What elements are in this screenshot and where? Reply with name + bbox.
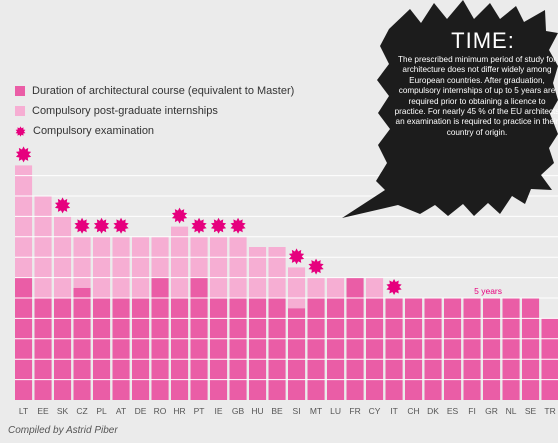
x-tick-label-IT: IT	[390, 406, 398, 416]
bar-internship-CZ	[73, 236, 91, 288]
bar-course-HU	[249, 298, 267, 400]
speech-bubble	[342, 0, 558, 218]
bar-internship-AT	[112, 236, 130, 298]
bar-course-EE	[34, 298, 52, 400]
bubble-title: TIME:	[451, 28, 515, 53]
x-tick-label-FR: FR	[349, 406, 360, 416]
x-tick-label-MT: MT	[310, 406, 322, 416]
bar-internship-EE	[34, 196, 52, 298]
bar-course-FI	[463, 298, 481, 400]
bar-course-GR	[483, 298, 501, 400]
x-tick-label-IE: IE	[215, 406, 223, 416]
bar-internship-LU	[327, 277, 345, 298]
x-tick-label-SK: SK	[57, 406, 69, 416]
x-tick-label-LT: LT	[19, 406, 28, 416]
x-tick-label-SE: SE	[525, 406, 537, 416]
x-tick-label-LU: LU	[330, 406, 341, 416]
bar-course-ES	[444, 298, 462, 400]
x-tick-label-PT: PT	[194, 406, 205, 416]
bar-course-MT	[307, 298, 325, 400]
bubble-text: The prescribed minimum period of study f…	[394, 55, 558, 137]
x-tick-label-CZ: CZ	[76, 406, 87, 416]
credit: Compiled by Astrid Piber	[8, 425, 118, 436]
x-tick-label-PL: PL	[96, 406, 107, 416]
legend-swatch-course	[15, 86, 25, 96]
bar-course-CY	[366, 298, 384, 400]
x-tick-label-ES: ES	[447, 406, 459, 416]
x-tick-label-TR: TR	[544, 406, 555, 416]
x-tick-label-AT: AT	[116, 406, 126, 416]
exam-star-SK	[54, 197, 71, 214]
bar-internship-BE	[268, 247, 286, 298]
exam-star-AT	[113, 217, 129, 234]
x-tick-label-DK: DK	[427, 406, 439, 416]
x-tick-label-SI: SI	[293, 406, 301, 416]
bar-course-AT	[112, 298, 130, 400]
exam-star-GB	[230, 217, 246, 234]
x-tick-label-FI: FI	[468, 406, 476, 416]
x-tick-label-GB: GB	[232, 406, 245, 416]
x-tick-label-DE: DE	[135, 406, 147, 416]
legend-item-course: Duration of architectural course (equiva…	[15, 82, 294, 100]
bar-internship-HU	[249, 247, 267, 298]
bar-internship-LT	[15, 165, 33, 278]
x-tick-label-CY: CY	[369, 406, 381, 416]
bar-course-GB	[229, 298, 247, 400]
legend-item-exam: Compulsory examination	[15, 122, 294, 140]
x-tick-label-HU: HU	[251, 406, 263, 416]
x-tick-label-BE: BE	[271, 406, 283, 416]
bar-internship-GB	[229, 236, 247, 298]
bar-course-HR	[171, 298, 189, 400]
exam-star-HR	[171, 207, 188, 224]
bar-course-DE	[132, 298, 150, 400]
exam-star-icon	[15, 125, 26, 137]
bar-course-PL	[93, 298, 111, 400]
bar-internship-SI	[288, 267, 306, 309]
bar-course-SE	[522, 298, 540, 400]
bar-course-LU	[327, 298, 345, 400]
x-tick-label-CH: CH	[407, 406, 419, 416]
x-tick-label-GR: GR	[485, 406, 498, 416]
bar-internship-DE	[132, 236, 150, 298]
exam-star-MT	[308, 258, 324, 275]
bar-course-CZ	[73, 287, 91, 400]
bar-internship-HR	[171, 226, 189, 298]
bar-course-SI	[288, 308, 306, 400]
bar-course-SK	[54, 298, 72, 400]
legend-label-course: Duration of architectural course (equiva…	[32, 85, 295, 97]
bar-course-IE	[210, 298, 228, 400]
x-tick-label-RO: RO	[154, 406, 167, 416]
legend-item-internship: Compulsory post-graduate internships	[15, 102, 294, 120]
bar-course-BE	[268, 298, 286, 400]
bar-internship-MT	[307, 277, 325, 298]
legend-label-exam: Compulsory examination	[33, 125, 155, 137]
x-tick-label-NL: NL	[506, 406, 517, 416]
exam-star-PL	[93, 217, 110, 234]
x-tick-label-HR: HR	[173, 406, 185, 416]
bar-internship-CY	[366, 277, 384, 298]
bar-course-NL	[502, 298, 520, 400]
legend-label-internship: Compulsory post-graduate internships	[32, 105, 218, 117]
x-tick-label-EE: EE	[37, 406, 49, 416]
exam-star-LT	[15, 146, 32, 163]
legend-swatch-internship	[15, 106, 25, 116]
bar-course-CH	[405, 298, 423, 400]
bar-course-IT	[385, 298, 403, 400]
legend: Duration of architectural course (equiva…	[15, 82, 294, 142]
exam-star-SI	[288, 248, 305, 265]
exam-star-IT	[386, 279, 402, 295]
bar-internship-IE	[210, 236, 228, 298]
reference-label-5: 5 years	[474, 286, 502, 296]
bar-internship-PL	[93, 236, 111, 298]
exam-star-IE	[210, 217, 227, 234]
exam-star-CZ	[74, 217, 90, 234]
exam-star-PT	[191, 217, 207, 234]
bar-course-DK	[424, 298, 442, 400]
